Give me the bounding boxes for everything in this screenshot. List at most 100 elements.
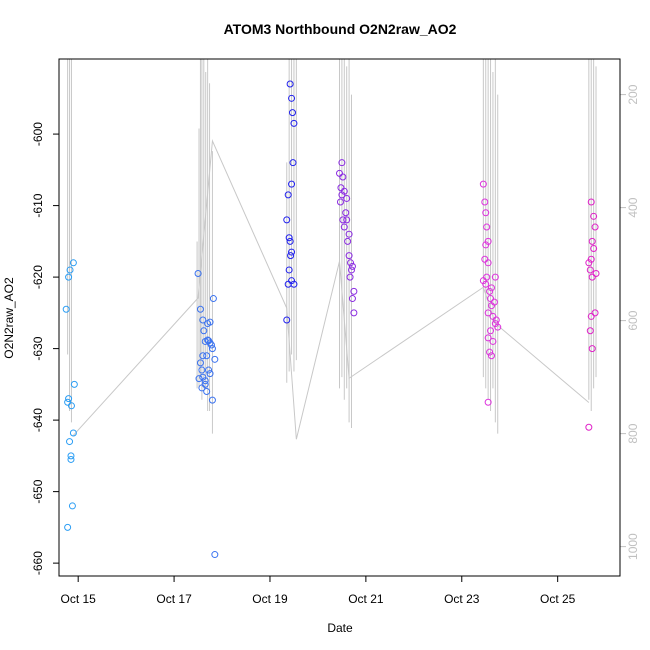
data-point [338, 191, 346, 199]
y-axis-label: O2N2raw_AO2 [2, 277, 16, 359]
y-tick-label: -600 [31, 122, 45, 146]
data-point [343, 194, 351, 202]
data-point [67, 452, 75, 460]
data-point [69, 259, 77, 267]
data-point [347, 266, 355, 274]
data-point [588, 273, 596, 281]
data-point [286, 237, 294, 245]
data-point [70, 380, 78, 388]
data-point [285, 234, 293, 242]
data-point [483, 273, 491, 281]
secondary-depth-layer [67, 59, 597, 440]
data-point [288, 180, 296, 188]
data-point [587, 198, 595, 206]
data-point [490, 298, 498, 306]
data-point [196, 305, 204, 313]
y-tick-label: -660 [31, 551, 45, 575]
data-point [484, 237, 492, 245]
data-point [484, 398, 492, 406]
data-point [288, 94, 296, 102]
data-point [64, 398, 72, 406]
data-point [208, 345, 216, 353]
x-tick-label: Oct 19 [252, 592, 288, 606]
data-point [339, 173, 347, 181]
data-point [348, 262, 356, 270]
data-point [199, 352, 207, 360]
data-point [491, 273, 499, 281]
data-point [592, 270, 600, 278]
data-point [195, 375, 203, 383]
data-point [587, 255, 595, 263]
data-point [211, 355, 219, 363]
data-point [350, 287, 358, 295]
axes: -600 -610 -620 -630 -640 -650 -660 Oct 15 Oct 17… [31, 84, 640, 606]
data-point [482, 241, 490, 249]
data-point [479, 180, 487, 188]
data-point [484, 259, 492, 267]
data-point [588, 237, 596, 245]
data-point [209, 295, 217, 303]
data-point [196, 359, 204, 367]
data-point [206, 370, 214, 378]
data-point [211, 551, 219, 559]
data-point [487, 327, 495, 335]
data-point [591, 309, 599, 317]
y-tick-label: -620 [31, 265, 45, 289]
data-point [343, 216, 351, 224]
data-point [203, 388, 211, 396]
data-point [487, 352, 495, 360]
data-point [482, 209, 490, 217]
data-point [487, 295, 495, 303]
data-point [283, 316, 291, 324]
x-tick-label: Oct 21 [348, 592, 384, 606]
data-point [483, 223, 491, 231]
data-point [65, 395, 73, 403]
y2-tick-label: 800 [626, 423, 640, 443]
data-point [208, 396, 216, 404]
data-point [340, 223, 348, 231]
data-point [290, 119, 298, 127]
data-point [206, 318, 214, 326]
data-point [203, 352, 211, 360]
data-point [494, 323, 502, 331]
data-point [288, 277, 296, 285]
data-point [69, 429, 77, 437]
data-point [337, 184, 345, 192]
data-point [484, 334, 492, 342]
x-tick-label: Oct 23 [444, 592, 480, 606]
data-point [207, 341, 215, 349]
data-point [65, 273, 73, 281]
y-tick-label: -650 [31, 479, 45, 503]
data-point [200, 327, 208, 335]
y-tick-label: -610 [31, 193, 45, 217]
data-point [487, 284, 495, 292]
x-tick-label: Oct 25 [540, 592, 576, 606]
x-tick-label: Oct 17 [156, 592, 192, 606]
data-point [489, 337, 497, 345]
data-point [285, 266, 293, 274]
x-tick-label: Oct 15 [60, 592, 96, 606]
y2-tick-label: 1000 [626, 533, 640, 560]
data-point [194, 270, 202, 278]
y-tick-label: -630 [31, 336, 45, 360]
y2-tick-label: 600 [626, 310, 640, 330]
chart-title: ATOM3 Northbound O2N2raw_AO2 [224, 21, 457, 37]
data-point [491, 320, 499, 328]
data-point [339, 216, 347, 224]
data-point [481, 255, 489, 263]
data-point [198, 366, 206, 374]
data-point [481, 198, 489, 206]
data-point [286, 80, 294, 88]
data-point [347, 259, 355, 267]
data-point [205, 366, 213, 374]
secondary-track-line [73, 138, 590, 440]
data-point [288, 248, 296, 256]
data-point [336, 198, 344, 206]
data-point [198, 384, 206, 392]
data-point [350, 309, 358, 317]
data-point [348, 295, 356, 303]
data-point [486, 348, 494, 356]
data-point [585, 423, 593, 431]
data-point [284, 191, 292, 199]
data-point [64, 523, 72, 531]
